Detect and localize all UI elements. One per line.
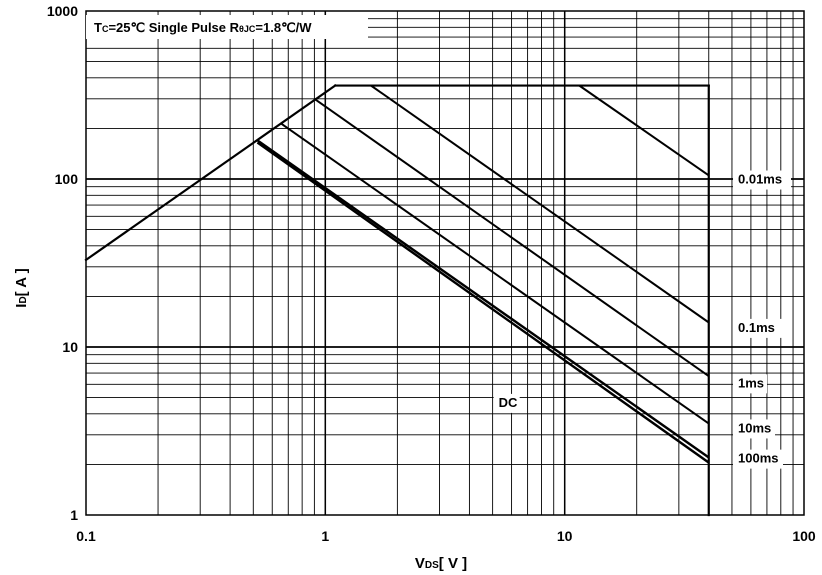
- tick-labels: 0.1 1 10 100 1 10 100 1000: [47, 3, 816, 544]
- series-label-100ms: 100ms: [738, 451, 778, 466]
- y-tick-label: 1: [70, 507, 78, 523]
- x-tick-label: 0.1: [76, 528, 96, 544]
- series-line-1ms: [313, 97, 710, 378]
- series-line-0-1ms: [370, 84, 710, 324]
- series-label-DC: DC: [499, 395, 518, 410]
- annotation-fragment: θJC: [239, 24, 256, 34]
- rds-on-limit-line: [84, 84, 337, 262]
- series-label-bg: [733, 449, 784, 469]
- annotation-text: TC=25℃ Single Pulse RθJC=1.8℃/W: [94, 20, 312, 35]
- x-tick-label: 10: [557, 528, 573, 544]
- y-tick-label: 100: [55, 171, 79, 187]
- annotation-box: TC=25℃ Single Pulse RθJC=1.8℃/W: [86, 15, 368, 39]
- annotation-fragment: =25℃ Single Pulse R: [108, 20, 239, 35]
- plot-frame: [85, 10, 805, 516]
- axis-unit: [ V ]: [439, 555, 467, 572]
- axis-symbol: V: [415, 555, 425, 572]
- series-label-bg: [733, 374, 768, 394]
- series-label-bg: [493, 393, 520, 413]
- series-label-10ms: 10ms: [738, 420, 771, 435]
- y-tick-label: 1000: [47, 3, 78, 19]
- axis-subscript: DS: [425, 560, 439, 571]
- series-line-100ms: [256, 139, 710, 459]
- series-labels: 0.01ms 0.1ms 1ms 10ms 100ms DC: [493, 170, 792, 469]
- series-label-1ms: 1ms: [738, 375, 764, 390]
- axis-unit: [ A ]: [13, 268, 30, 296]
- x-tick-label: 100: [792, 528, 816, 544]
- annotation-fragment: =1.8℃/W: [255, 20, 312, 35]
- axis-subscript: D: [18, 296, 29, 303]
- axis-symbol: I: [13, 304, 30, 308]
- series-line-10ms: [280, 122, 710, 425]
- series-line-DC: [256, 141, 710, 464]
- series-label-bg: [733, 419, 776, 439]
- y-tick-label: 10: [62, 339, 78, 355]
- series-label-bg: [733, 318, 784, 338]
- series-label-0-1ms: 0.1ms: [738, 320, 775, 335]
- x-axis-label: VDS[ V ]: [415, 555, 467, 572]
- series-label-bg: [733, 170, 792, 190]
- series-lines: [84, 84, 710, 517]
- series-line-0-01ms: [578, 84, 710, 177]
- annotation-background: [86, 15, 368, 39]
- annotation-fragment: C: [102, 24, 109, 34]
- series-label-0-01ms: 0.01ms: [738, 172, 782, 187]
- y-axis-label: ID[ A ]: [13, 268, 30, 307]
- annotation-fragment: T: [94, 20, 102, 35]
- x-tick-label: 1: [321, 528, 329, 544]
